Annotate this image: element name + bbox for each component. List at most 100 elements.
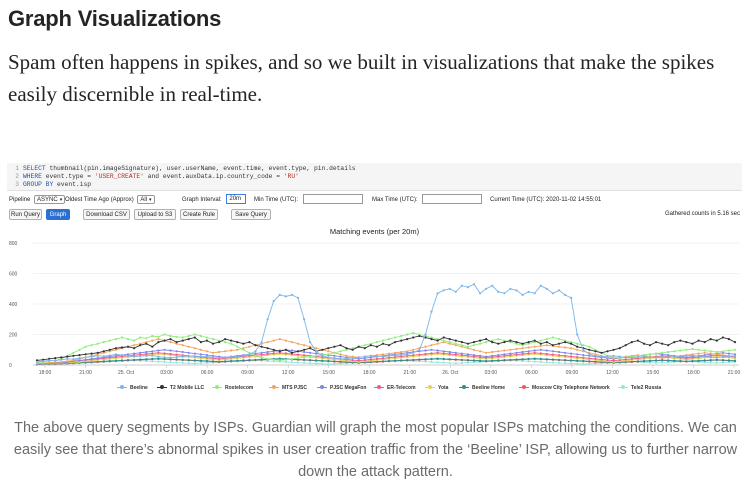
- data-point: [102, 350, 105, 353]
- legend-item[interactable]: Yota: [425, 384, 448, 392]
- data-point: [539, 357, 542, 360]
- data-point: [727, 355, 731, 358]
- data-point: [296, 342, 300, 345]
- data-point: [181, 358, 184, 361]
- legend-item[interactable]: T2 Mobile LLC: [157, 384, 204, 392]
- data-point: [387, 356, 391, 359]
- data-point: [400, 350, 403, 354]
- legend-item[interactable]: Beeline Home: [459, 384, 505, 392]
- data-point: [315, 350, 318, 353]
- legend-item[interactable]: MTS PJSC: [269, 384, 307, 392]
- data-point: [727, 359, 731, 362]
- data-point: [139, 358, 142, 361]
- save-query-button[interactable]: Save Query: [231, 209, 271, 220]
- legend-label: Moscow City Telephone Network: [532, 385, 610, 391]
- upload-s3-button[interactable]: Upload to S3: [134, 209, 176, 220]
- data-point: [175, 342, 178, 345]
- data-point: [479, 354, 482, 357]
- data-point: [588, 360, 591, 363]
- data-point: [248, 341, 251, 344]
- data-point: [108, 359, 111, 363]
- data-point: [60, 356, 63, 359]
- max-time-label: Max Time (UTC):: [372, 197, 418, 203]
- data-point: [290, 351, 293, 354]
- data-point: [345, 354, 348, 357]
- data-point: [715, 361, 718, 364]
- data-point: [406, 353, 409, 356]
- data-point: [642, 359, 646, 363]
- data-point: [485, 341, 488, 344]
- data-point: [533, 292, 536, 295]
- legend-item[interactable]: PJSC MegaFon: [317, 384, 366, 392]
- data-point: [218, 356, 221, 359]
- data-point: [661, 351, 664, 354]
- data-point: [309, 359, 312, 362]
- data-point: [387, 354, 391, 357]
- legend-item[interactable]: ER-Telecom: [374, 384, 416, 392]
- data-point: [509, 352, 512, 355]
- data-point: [90, 355, 93, 358]
- download-csv-button[interactable]: Download CSV: [83, 209, 130, 220]
- data-point: [466, 353, 469, 356]
- data-point: [642, 355, 646, 358]
- graph-interval-input[interactable]: 20m: [226, 194, 247, 205]
- data-point: [515, 351, 518, 354]
- data-point: [551, 350, 555, 353]
- data-point: [145, 337, 148, 340]
- data-point: [181, 355, 184, 358]
- query-editor[interactable]: 1 SELECT thumbnail(pin.imageSignature), u…: [7, 163, 742, 191]
- data-point: [339, 353, 342, 356]
- data-point: [114, 348, 117, 351]
- data-point: [412, 348, 415, 351]
- legend-item[interactable]: Tele2 Russia: [618, 384, 661, 392]
- data-point: [733, 359, 737, 362]
- data-point: [624, 356, 627, 359]
- pipeline-label: Pipeline: [9, 197, 31, 203]
- data-point: [667, 359, 670, 362]
- x-tick-label: 06:00: [201, 370, 214, 376]
- oldest-time-select[interactable]: All: [137, 194, 155, 204]
- graph-button[interactable]: Graph: [46, 209, 70, 220]
- data-point: [163, 333, 166, 336]
- data-point: [248, 353, 251, 356]
- data-point: [387, 338, 391, 341]
- pipeline-select[interactable]: ASYNC: [34, 194, 66, 204]
- data-point: [727, 349, 731, 352]
- min-time-input[interactable]: [302, 194, 363, 205]
- legend-item[interactable]: Rostelecom: [212, 384, 253, 392]
- data-point: [436, 361, 439, 364]
- max-time-input[interactable]: [422, 194, 483, 205]
- data-point: [715, 339, 718, 342]
- data-point: [430, 352, 433, 355]
- data-point: [126, 359, 130, 362]
- data-point: [199, 348, 202, 351]
- legend-item[interactable]: Beeline: [117, 384, 148, 392]
- data-point: [582, 359, 585, 363]
- create-rule-button[interactable]: Create Rule: [180, 209, 218, 220]
- run-query-button[interactable]: Run Query: [9, 209, 42, 220]
- data-point: [139, 351, 142, 354]
- legend-item[interactable]: Moscow City Telephone Network: [519, 384, 610, 392]
- data-point: [430, 336, 433, 339]
- data-point: [454, 353, 457, 356]
- data-point: [424, 349, 427, 352]
- data-point: [545, 287, 548, 290]
- data-point: [96, 357, 99, 360]
- data-point: [545, 352, 548, 356]
- data-point: [709, 350, 712, 353]
- data-point: [381, 355, 385, 358]
- data-point: [145, 352, 148, 356]
- data-point: [582, 344, 585, 347]
- data-point: [169, 349, 172, 352]
- data-point: [564, 351, 567, 354]
- data-point: [618, 347, 621, 350]
- data-point: [533, 349, 536, 352]
- data-point: [521, 350, 524, 354]
- data-point: [430, 338, 433, 341]
- data-point: [436, 349, 439, 352]
- data-point: [351, 348, 354, 351]
- data-point: [163, 356, 166, 359]
- data-point: [557, 354, 561, 357]
- data-point: [339, 350, 342, 353]
- data-point: [211, 338, 215, 341]
